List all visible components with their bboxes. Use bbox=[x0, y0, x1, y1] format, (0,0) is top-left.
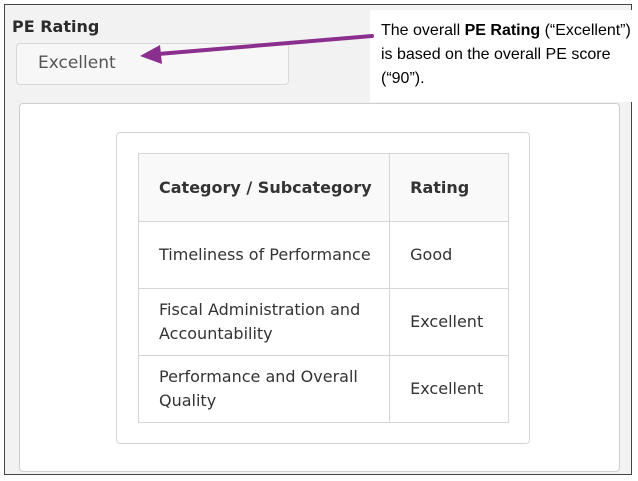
category-cell: Fiscal Administration and Accountability bbox=[137, 288, 391, 356]
category-cell: Timeliness of Performance bbox=[137, 221, 391, 289]
table-header-row: Category / Subcategory Rating bbox=[137, 153, 509, 222]
header-rating: Rating bbox=[389, 153, 509, 222]
category-cell: Performance and Overall Quality bbox=[137, 355, 391, 423]
rating-cell: Good bbox=[389, 221, 509, 289]
pe-rating-field: Excellent bbox=[16, 43, 289, 85]
pe-rating-value: Excellent bbox=[38, 53, 116, 73]
rating-cell: Excellent bbox=[389, 355, 509, 423]
annotation-text: The overall PE Rating (“Excellent”) is b… bbox=[381, 22, 631, 87]
ratings-table: Category / Subcategory Rating Timeliness… bbox=[137, 153, 509, 423]
annotation-bold: PE Rating bbox=[464, 22, 541, 39]
table-row: Performance and Overall Quality Excellen… bbox=[137, 355, 509, 423]
header-category: Category / Subcategory bbox=[137, 153, 391, 222]
pe-rating-label: PE Rating bbox=[12, 17, 100, 36]
table-row: Fiscal Administration and Accountability… bbox=[137, 288, 509, 356]
table-row: Timeliness of Performance Good bbox=[137, 221, 509, 289]
ratings-card: Category / Subcategory Rating Timeliness… bbox=[116, 132, 530, 444]
rating-cell: Excellent bbox=[389, 288, 509, 356]
annotation-callout: The overall PE Rating (“Excellent”) is b… bbox=[370, 10, 632, 102]
details-panel: Category / Subcategory Rating Timeliness… bbox=[19, 103, 620, 472]
